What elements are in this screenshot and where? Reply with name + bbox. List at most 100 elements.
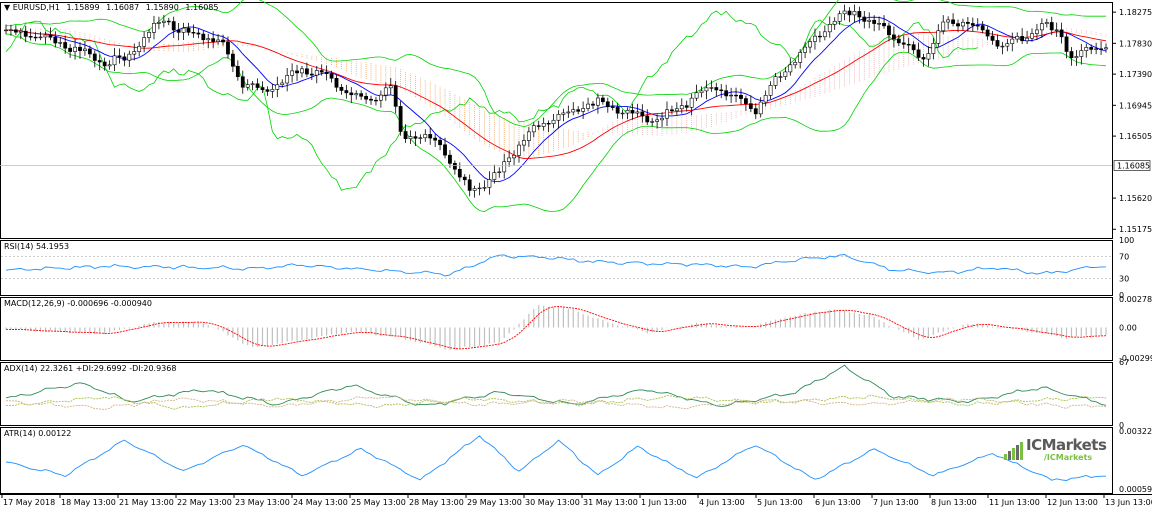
macd-signal-line xyxy=(5,306,1107,350)
bear-candle xyxy=(605,101,610,108)
x-tick-label: 31 May 13:00 xyxy=(583,498,638,507)
bull-candle xyxy=(729,94,734,97)
bear-candle xyxy=(231,53,235,67)
bear-candle xyxy=(33,36,38,39)
bear-candle xyxy=(339,86,344,91)
atr-line xyxy=(5,435,1106,481)
bull-candle xyxy=(842,10,847,15)
bull-candle xyxy=(1044,22,1049,24)
bull-candle xyxy=(58,42,63,44)
bear-candle xyxy=(68,47,73,52)
brand-handle: /ICMarkets xyxy=(1044,453,1093,462)
price-tick-label: 1.16505 xyxy=(1119,132,1152,141)
bull-candle xyxy=(300,68,304,74)
bull-candle xyxy=(783,71,788,77)
bull-candle xyxy=(665,109,669,119)
adx-title: ADX(14) 22.3261 +DI:29.6992 -DI:20.9368 xyxy=(4,364,176,373)
bear-candle xyxy=(196,32,201,35)
symbol-arrow-icon: ▼ xyxy=(4,3,13,12)
price-tick-label: 1.16945 xyxy=(1119,101,1152,110)
panel-labels: ▼ EURUSD,H1 1.15899 1.16087 1.15890 1.16… xyxy=(4,3,218,12)
lagging-span-line xyxy=(5,10,978,191)
bull-candle xyxy=(354,93,359,96)
rsi-tick-label: 70 xyxy=(1119,253,1129,262)
rsi-tick-label: 0 xyxy=(1119,291,1124,300)
bear-candle xyxy=(887,25,891,36)
bull-candle xyxy=(837,13,842,22)
bull-candle xyxy=(704,87,709,92)
adx-line xyxy=(5,364,1107,407)
bollinger-upper-line xyxy=(5,0,1107,128)
bear-candle xyxy=(1099,48,1103,50)
bear-candle xyxy=(891,34,896,40)
bear-candle xyxy=(260,87,265,90)
bear-candle xyxy=(739,94,743,99)
bear-candle xyxy=(255,83,260,88)
bear-candle xyxy=(862,16,867,22)
bear-candle xyxy=(324,71,329,74)
bear-candle xyxy=(23,30,28,37)
bear-candle xyxy=(393,85,398,107)
bear-candle xyxy=(970,23,975,26)
bear-candle xyxy=(443,144,447,156)
price-panel-frame xyxy=(0,2,1113,239)
bull-candle xyxy=(127,53,132,61)
bull-candle xyxy=(1035,29,1039,34)
bull-candle xyxy=(423,134,428,139)
bear-candle xyxy=(714,87,719,91)
bear-candle xyxy=(413,136,418,139)
bear-candle xyxy=(670,109,674,112)
bull-candle xyxy=(709,87,714,89)
x-tick-label: 4 Jun 13:00 xyxy=(699,498,745,507)
bear-candle xyxy=(240,76,245,88)
bear-candle xyxy=(369,98,373,101)
x-tick-label: 22 May 13:00 xyxy=(177,498,232,507)
bull-candle xyxy=(408,136,413,139)
bear-candle xyxy=(921,57,926,60)
bear-candle xyxy=(201,33,206,41)
bear-candle xyxy=(117,55,122,58)
bull-candle xyxy=(1025,37,1029,42)
bull-candle xyxy=(388,85,393,89)
adx-panel-frame xyxy=(0,362,1113,426)
bull-candle xyxy=(1084,47,1089,51)
bull-candle xyxy=(107,64,112,67)
bear-candle xyxy=(438,139,442,146)
price-tick-label: 1.17830 xyxy=(1119,39,1152,48)
x-tick-label: 25 May 13:00 xyxy=(351,498,406,507)
bear-candle xyxy=(319,70,324,73)
bear-candle xyxy=(748,103,753,109)
bull-candle xyxy=(1005,43,1010,47)
bull-candle xyxy=(660,117,664,121)
bull-candle xyxy=(877,23,881,25)
current-price-label: 1.16085 xyxy=(1117,162,1150,171)
bear-candle xyxy=(1049,22,1054,31)
bull-candle xyxy=(679,105,684,110)
ma-slow-line xyxy=(5,29,1107,160)
bear-candle xyxy=(536,125,541,127)
bull-candle xyxy=(689,97,694,108)
price-tick-label: 1.17390 xyxy=(1119,70,1152,79)
price-tick-label: 1.15620 xyxy=(1119,194,1152,203)
x-tick-label: 23 May 13:00 xyxy=(235,498,290,507)
bear-candle xyxy=(615,106,620,114)
bull-candle xyxy=(9,29,13,31)
bear-candle xyxy=(457,168,462,178)
bear-candle xyxy=(221,39,225,43)
adx-tick-label: 0 xyxy=(1119,421,1124,430)
bull-candle xyxy=(522,140,526,146)
bear-candle xyxy=(467,179,472,191)
bull-candle xyxy=(561,112,566,115)
bear-candle xyxy=(847,10,852,16)
bear-candle xyxy=(956,23,960,27)
bear-candle xyxy=(1020,36,1025,42)
rsi-tick-label: 100 xyxy=(1119,236,1134,245)
bull-candle xyxy=(4,29,8,32)
bull-candle xyxy=(472,188,477,191)
bear-candle xyxy=(975,24,980,27)
bull-candle xyxy=(763,95,768,103)
bull-candle xyxy=(541,122,546,127)
bull-candle xyxy=(926,53,931,60)
bear-candle xyxy=(171,21,176,31)
